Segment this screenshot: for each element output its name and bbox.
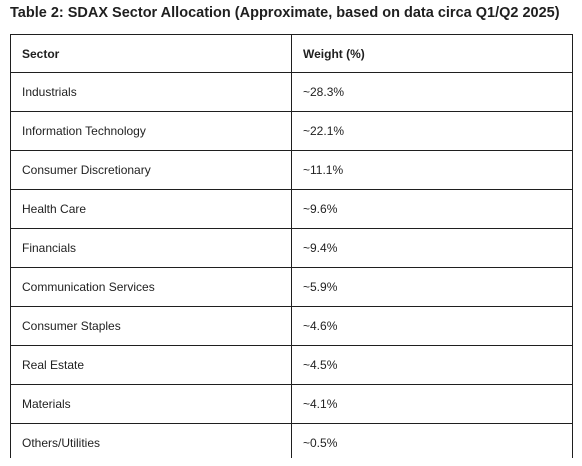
table-row: Financials ~9.4% <box>10 228 573 268</box>
weight-cell: ~4.6% <box>291 306 573 346</box>
table-header-row: Sector Weight (%) <box>10 34 573 73</box>
table-row: Materials ~4.1% <box>10 384 573 424</box>
sector-cell: Materials <box>10 384 292 424</box>
sector-cell: Consumer Discretionary <box>10 150 292 190</box>
sector-cell: Information Technology <box>10 111 292 151</box>
weight-cell: ~4.1% <box>291 384 573 424</box>
sector-cell: Financials <box>10 228 292 268</box>
sector-cell: Consumer Staples <box>10 306 292 346</box>
weight-cell: ~0.5% <box>291 423 573 463</box>
weight-cell: ~4.5% <box>291 345 573 385</box>
column-header-sector: Sector <box>10 34 292 73</box>
sector-allocation-table: Sector Weight (%) Industrials ~28.3% Inf… <box>10 34 573 463</box>
sector-cell: Real Estate <box>10 345 292 385</box>
table-title: Table 2: SDAX Sector Allocation (Approxi… <box>10 5 560 21</box>
sector-cell: Others/Utilities <box>10 423 292 463</box>
table-row: Information Technology ~22.1% <box>10 111 573 151</box>
weight-cell: ~11.1% <box>291 150 573 190</box>
weight-cell: ~9.6% <box>291 189 573 229</box>
table-row: Real Estate ~4.5% <box>10 345 573 385</box>
sector-cell: Health Care <box>10 189 292 229</box>
sector-cell: Communication Services <box>10 267 292 307</box>
table-row: Health Care ~9.6% <box>10 189 573 229</box>
table-row: Industrials ~28.3% <box>10 72 573 112</box>
crop-edge <box>0 458 582 466</box>
table-row: Others/Utilities ~0.5% <box>10 423 573 463</box>
column-header-weight: Weight (%) <box>291 34 573 73</box>
sector-allocation-table-container: Sector Weight (%) Industrials ~28.3% Inf… <box>10 34 573 463</box>
weight-cell: ~28.3% <box>291 72 573 112</box>
table-row: Communication Services ~5.9% <box>10 267 573 307</box>
sector-cell: Industrials <box>10 72 292 112</box>
weight-cell: ~5.9% <box>291 267 573 307</box>
table-row: Consumer Discretionary ~11.1% <box>10 150 573 190</box>
weight-cell: ~9.4% <box>291 228 573 268</box>
table-row: Consumer Staples ~4.6% <box>10 306 573 346</box>
weight-cell: ~22.1% <box>291 111 573 151</box>
